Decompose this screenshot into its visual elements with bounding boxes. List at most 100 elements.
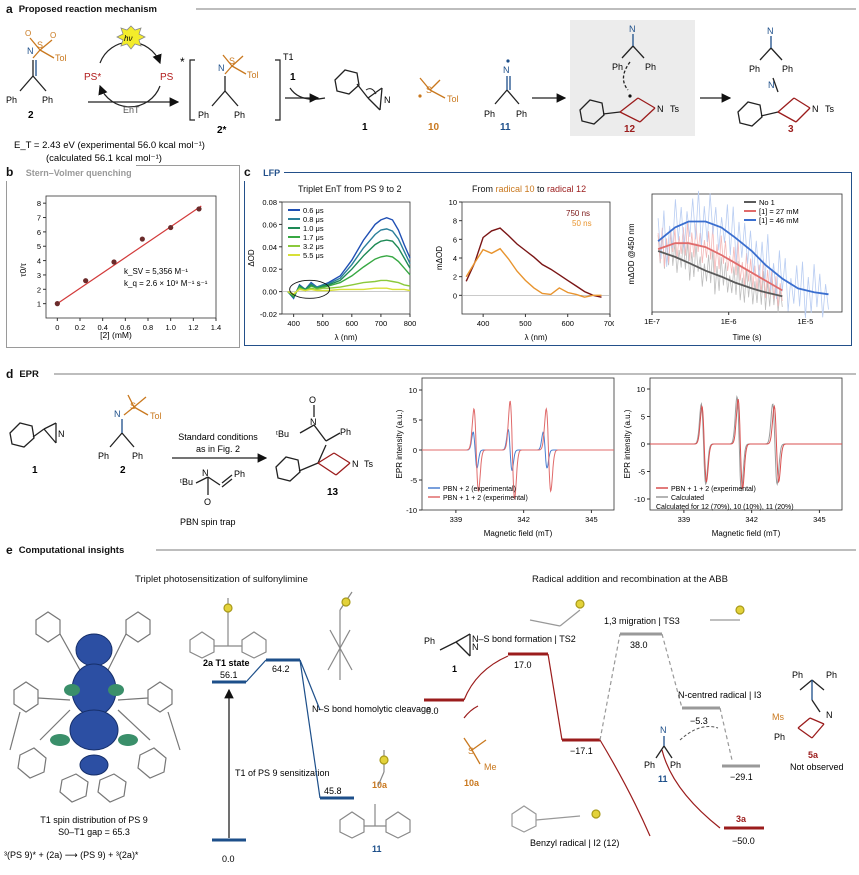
c2-ytick-label: 4 [453, 254, 457, 263]
c3-raw-trace [657, 190, 829, 318]
epr-chart-right: 339 342 345 -10 -5 0 5 10 PBN + 1 + 2 (experimen… [623, 377, 843, 538]
r-link-38-53 [661, 633, 683, 709]
e-sub-left: Triplet photosensitization of sulfonylim… [135, 574, 308, 585]
compound-1-structure [334, 69, 383, 111]
c2-ytick-label: 2 [453, 273, 457, 282]
c3-legend-label: [1] = 46 mM [759, 216, 799, 225]
c2-title: From radical 10 to radical 12 [472, 184, 586, 194]
bracket-star: * [180, 55, 185, 69]
compound-5a-n: N [826, 710, 833, 720]
c3-legend-label: No 1 [759, 198, 775, 207]
right-10a-structure [463, 737, 487, 765]
c3-xlabel: Time (s) [732, 333, 761, 342]
sv-ytick-label: 5 [37, 242, 41, 251]
epr-left-xtick-label: 345 [585, 515, 598, 524]
c1-xtick-label: 500 [316, 319, 329, 328]
r-level-291-value: −29.1 [730, 772, 753, 782]
level-561-value: 56.1 [220, 670, 238, 680]
sv-xtick-label: 1.4 [211, 323, 221, 332]
section-a-letter: a [6, 2, 13, 16]
section-a-rule [196, 8, 856, 10]
sv-point [168, 224, 174, 231]
r-link-0-17 [463, 655, 509, 701]
c1-ytick-label: 0.04 [262, 243, 277, 252]
pbn-o: O [204, 497, 211, 507]
compound-2star-tol: Tol [247, 70, 259, 80]
compound-12-n-top: N [629, 24, 636, 34]
d-compound-1-label: 1 [32, 465, 38, 476]
c1-title: Triplet EnT from PS 9 to 2 [298, 184, 402, 194]
panel-b-header: b Stern–Volmer quenching [6, 163, 136, 181]
spin-caption-text: T1 spin distribution of PS 9 [40, 815, 148, 825]
pbn-n: N [202, 468, 209, 478]
calculated-energy-line: (calculated 56.1 kcal mol⁻¹) [46, 153, 162, 164]
model-11 [339, 804, 411, 839]
compound-13-ts: Ts [364, 459, 374, 469]
section-d-header: d EPR [6, 367, 856, 381]
c1-ytick-label: -0.02 [260, 310, 277, 319]
e-sub-right: Radical addition and recombination at th… [532, 574, 728, 585]
radical-10-tol: Tol [447, 94, 459, 104]
kq-label: k_q = 2.6 × 10⁹ M⁻¹ s⁻¹ [124, 279, 208, 288]
right-10a-s: S [468, 746, 474, 756]
epr-left-ytick-label: 5 [413, 416, 417, 425]
level-0-value: 0.0 [222, 854, 235, 864]
c2-xtick-label: 500 [519, 319, 532, 328]
epr-right-legend-label: Calculated for 12 (70%), 10 (10%), 11 (2… [656, 504, 794, 511]
right-10a-label: 10a [464, 778, 480, 788]
c2-ytick-label: 6 [453, 235, 457, 244]
r-level-17-value: 17.0 [514, 660, 532, 670]
epr-left-xtick-label: 342 [517, 515, 530, 524]
panel-b-title: Stern–Volmer quenching [25, 168, 132, 178]
ps-star-label: PS* [84, 72, 101, 83]
c3-raw-trace [657, 221, 783, 307]
sv-ylabel: τ0/τ [18, 262, 28, 276]
compound-13-o: O [309, 395, 316, 405]
spin-density-model [9, 611, 181, 803]
epr-left-xtick-label: 339 [450, 515, 463, 524]
r-link-53-291 [719, 707, 733, 761]
compound-3-n-mid: N [768, 80, 775, 90]
compound-2-s: S [37, 40, 43, 50]
compound-2-ph2: Ph [42, 95, 53, 105]
energy-diagram: T1 spin distribution of PS 9 S0–T1 gap =… [4, 591, 844, 864]
sv-point [111, 259, 117, 265]
sv-point [139, 236, 145, 242]
hv-label: hν [124, 34, 132, 43]
compound-3-ts: Ts [825, 104, 835, 114]
sv-xtick-label: 0.6 [120, 323, 130, 332]
epr-right-xtick-label: 342 [745, 515, 758, 524]
sv-xtick-label: 0.2 [75, 323, 85, 332]
right-11-label: 11 [658, 774, 668, 784]
c1-series-line [287, 239, 411, 299]
c1-ytick-label: 0.00 [262, 288, 277, 297]
epr-scheme: N 1 N S Tol Ph Ph 2 Standard conditions … [9, 394, 374, 527]
stern-volmer-chart: 0 0.2 0.4 0.6 0.8 1.0 1.2 1.4 1 2 3 4 5 6 7 8 k_SV = 5,… [18, 195, 221, 340]
section-e-header: e Computational insights [6, 543, 856, 557]
c3-xtick-label: 1E-6 [721, 317, 737, 326]
compound-13-tbu: ᵗBu [276, 429, 289, 439]
r-level-53-value: −5.3 [690, 716, 708, 726]
conditions-bottom: as in Fig. 2 [196, 444, 240, 454]
sv-xlabel: [2] (mM) [100, 330, 132, 340]
ent-label: EnT [123, 105, 140, 115]
epr-left-ylabel: EPR intensity (a.u.) [395, 409, 404, 478]
compound-3-n-top: N [767, 26, 774, 36]
compound-3-ph1: Ph [749, 64, 760, 74]
pbn-tbu: ᵗBu [180, 477, 193, 487]
ps-label: PS [160, 72, 174, 83]
right-11-n: N [660, 725, 667, 735]
bracket-left [189, 59, 195, 121]
compound-2-structure [19, 37, 55, 92]
c1-legend-label: 3.2 μs [303, 242, 324, 251]
conditions-top: Standard conditions [178, 432, 258, 442]
compound-5a-ph2: Ph [826, 670, 837, 680]
panel-c-box [244, 172, 852, 346]
c3-xtick-label: 1E-7 [644, 317, 660, 326]
d-compound-2-s: S [130, 401, 136, 411]
compound-2-o2: O [50, 31, 56, 40]
sv-ytick-label: 2 [37, 285, 41, 294]
compound-2star-n: N [218, 63, 225, 73]
compound-1-label: 1 [362, 122, 368, 133]
c2-xtick-label: 700 [604, 319, 614, 328]
